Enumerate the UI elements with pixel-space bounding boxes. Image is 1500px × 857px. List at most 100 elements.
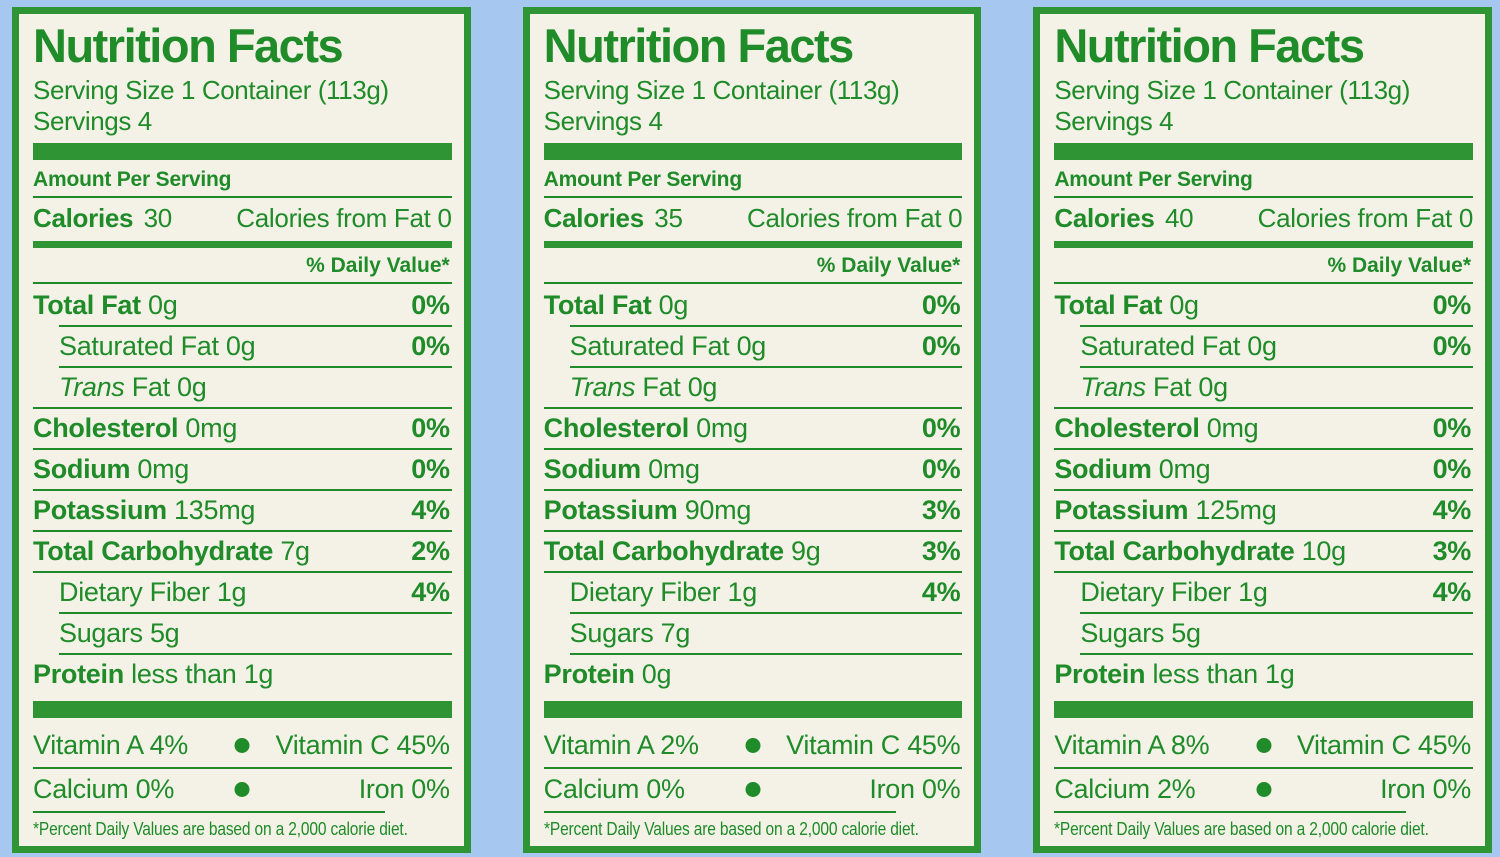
nutrient-daily-value: 0% bbox=[411, 331, 450, 362]
nutrient-row: Dietary Fiber 1g 4% bbox=[33, 571, 452, 612]
nutrient-name: Potassium 125mg bbox=[1054, 495, 1276, 526]
nutrient-name-bold: Sodium bbox=[543, 454, 642, 485]
nutrient-daily-value: 3% bbox=[921, 495, 961, 526]
nutrient-daily-value: 0% bbox=[921, 454, 961, 485]
nutrient-amount: Sugars 5g bbox=[59, 618, 180, 649]
nutrient-daily-value: 4% bbox=[411, 495, 450, 526]
daily-value-header: % Daily Value* bbox=[33, 250, 452, 285]
nutrition-label: Nutrition Facts Serving Size 1 Container… bbox=[1033, 7, 1493, 853]
calories-from-fat: Calories from Fat 0 bbox=[746, 202, 963, 233]
nutrient-name-bold: Total Fat bbox=[543, 290, 652, 321]
nutrient-row: Sodium 0mg 0% bbox=[543, 448, 963, 489]
nutrient-row: Sugars 5g bbox=[1054, 612, 1473, 653]
vitamin-rows: Vitamin A 4% Vitamin C 45% Calcium 0% Iron … bbox=[33, 723, 452, 811]
vitamin-right-value: Iron 0% bbox=[358, 773, 450, 804]
vitamin-left-value: Vitamin A 8% bbox=[1054, 729, 1210, 760]
nutrient-amount: 7g bbox=[273, 536, 310, 567]
nutrient-name: Cholesterol 0mg bbox=[544, 413, 748, 444]
nutrient-name: Protein 0g bbox=[544, 659, 672, 690]
nutrient-name-bold: Cholesterol bbox=[543, 413, 690, 444]
bullet-icon bbox=[1256, 737, 1272, 753]
nutrient-daily-value: 2% bbox=[411, 536, 450, 567]
nutrient-row: Sugars 5g bbox=[33, 612, 452, 653]
nutrient-name: Trans Fat 0g bbox=[1054, 372, 1228, 403]
nutrient-row: Total Fat 0g 0% bbox=[33, 284, 452, 325]
medium-separator-bar bbox=[33, 240, 452, 249]
nutrient-amount: 0mg bbox=[640, 454, 700, 485]
nutrient-name-bold: Cholesterol bbox=[1054, 413, 1200, 444]
nutrient-row: Total Fat 0g 0% bbox=[544, 284, 963, 325]
calories-row: Calories 30 Calories from Fat 0 bbox=[33, 198, 452, 237]
nutrient-row: Sodium 0mg 0% bbox=[1054, 448, 1473, 489]
vitamin-rows: Vitamin A 8% Vitamin C 45% Calcium 2% Iron … bbox=[1054, 723, 1473, 811]
nutrient-name-bold: Sodium bbox=[33, 454, 131, 485]
nutrient-daily-value: 0% bbox=[921, 331, 961, 362]
footnote: *Percent Daily Values are based on a 2,0… bbox=[1054, 810, 1429, 840]
calories-value: 40 bbox=[1164, 202, 1194, 233]
nutrient-name-bold: Total Fat bbox=[33, 290, 141, 321]
vitamin-row: Calcium 2% Iron 0% bbox=[1054, 766, 1473, 811]
nutrient-amount: 0g bbox=[634, 659, 672, 690]
thick-separator-bar bbox=[543, 143, 963, 160]
nutrient-amount: Fat 0g bbox=[1145, 372, 1228, 403]
nutrient-amount: Fat 0g bbox=[124, 372, 207, 403]
bullet-icon bbox=[234, 737, 250, 753]
nutrient-daily-value: 0% bbox=[411, 454, 450, 485]
nutrient-row: Total Carbohydrate 10g 3% bbox=[1054, 530, 1473, 571]
medium-separator-bar bbox=[1054, 240, 1474, 249]
nutrient-row: Total Carbohydrate 7g 2% bbox=[33, 530, 452, 571]
calories-label: Calories bbox=[543, 202, 645, 233]
nutrient-row: Cholesterol 0mg 0% bbox=[33, 407, 452, 448]
nutrient-row: Saturated Fat 0g 0% bbox=[33, 325, 452, 366]
bullet-icon bbox=[745, 781, 761, 797]
nutrient-name: Dietary Fiber 1g bbox=[1054, 577, 1268, 608]
vitamin-right-value: Iron 0% bbox=[1380, 773, 1472, 804]
serving-size-line: Serving Size 1 Container (113g) bbox=[1054, 75, 1410, 105]
calories-from-fat: Calories from Fat 0 bbox=[1257, 202, 1474, 233]
vitamin-row: Calcium 0% Iron 0% bbox=[33, 766, 452, 811]
nutrient-name: Potassium 90mg bbox=[543, 495, 752, 526]
calories-left: Calories 30 bbox=[33, 203, 172, 234]
nutrient-amount: less than 1g bbox=[123, 659, 274, 690]
nutrient-name: Protein less than 1g bbox=[1054, 659, 1294, 690]
nutrient-name: Sodium 0mg bbox=[544, 454, 700, 485]
nutrient-name-bold: Protein bbox=[1054, 659, 1146, 690]
nutrient-amount: 0g bbox=[651, 290, 689, 321]
nutrient-row: Potassium 90mg 3% bbox=[543, 489, 963, 530]
vitamin-left-value: Calcium 0% bbox=[33, 773, 175, 804]
nutrient-daily-value: 4% bbox=[1432, 495, 1472, 526]
nutrient-name: Sodium 0mg bbox=[33, 454, 189, 485]
nutrient-amount: Saturated Fat 0g bbox=[1080, 331, 1277, 362]
nutrient-amount: Fat 0g bbox=[635, 372, 718, 403]
nutrient-amount: Dietary Fiber 1g bbox=[569, 577, 758, 608]
nutrient-name: Sodium 0mg bbox=[1054, 454, 1210, 485]
nutrient-name: Cholesterol 0mg bbox=[1054, 413, 1258, 444]
vitamin-left-value: Calcium 0% bbox=[543, 773, 685, 804]
nutrient-name-bold: Potassium bbox=[543, 495, 678, 526]
serving-size-line: Serving Size 1 Container (113g) bbox=[543, 75, 900, 105]
label-title: Nutrition Facts bbox=[543, 19, 855, 72]
nutrient-rows: Total Fat 0g 0% Saturated Fat 0g 0% Trans Fa… bbox=[33, 284, 452, 694]
nutrient-name-italic: Trans bbox=[59, 372, 125, 403]
nutrient-name: Sugars 5g bbox=[33, 618, 180, 649]
vitamin-right-value: Vitamin C 45% bbox=[275, 729, 450, 760]
nutrient-row: Dietary Fiber 1g 4% bbox=[1054, 571, 1473, 612]
nutrient-name: Saturated Fat 0g bbox=[1054, 331, 1277, 362]
vitamin-left-value: Calcium 2% bbox=[1054, 773, 1196, 804]
thick-separator-bar bbox=[1054, 143, 1474, 160]
amount-per-serving-label: Amount Per Serving bbox=[543, 165, 963, 198]
footnote: *Percent Daily Values are based on a 2,0… bbox=[33, 810, 408, 840]
servings-line: Servings 4 bbox=[543, 105, 663, 136]
vitamin-right-value: Iron 0% bbox=[869, 773, 961, 804]
amount-per-serving-label: Amount Per Serving bbox=[33, 165, 452, 198]
nutrient-name-italic: Trans bbox=[569, 372, 636, 403]
nutrient-name: Total Fat 0g bbox=[543, 290, 689, 321]
nutrient-daily-value: 0% bbox=[921, 290, 961, 321]
nutrient-name: Cholesterol 0mg bbox=[33, 413, 237, 444]
nutrient-name: Trans Fat 0g bbox=[544, 372, 718, 403]
calories-value: 30 bbox=[143, 202, 173, 233]
nutrient-name: Dietary Fiber 1g bbox=[33, 577, 247, 608]
nutrient-daily-value: 0% bbox=[411, 290, 450, 321]
nutrient-amount: 0mg bbox=[178, 413, 238, 444]
